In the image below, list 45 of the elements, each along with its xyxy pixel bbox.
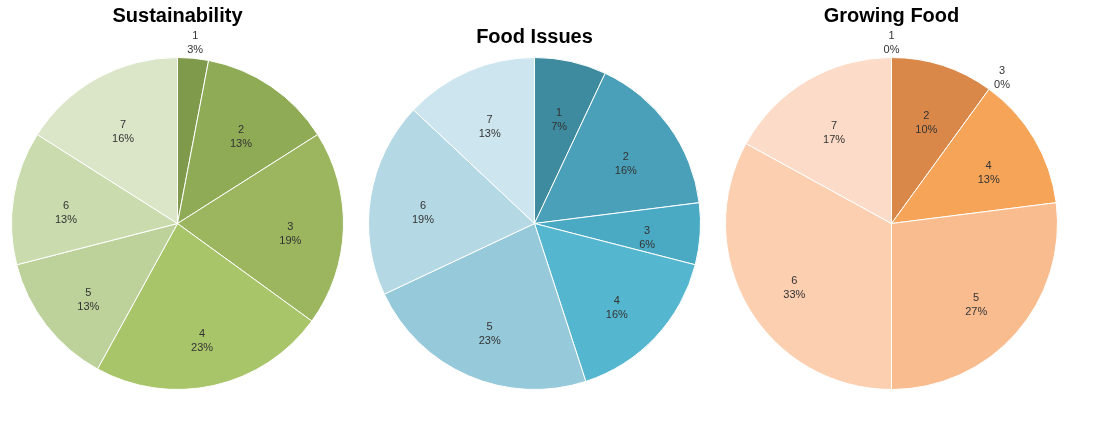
data-label: 33% [783,287,806,300]
data-label: 13% [977,173,1000,186]
slice-label: 5 [973,291,980,304]
data-label: 6% [639,237,656,250]
data-label: 19% [411,212,435,225]
data-label: 16% [112,131,135,144]
slice-label: 4 [985,159,992,172]
data-label: 23% [191,340,214,353]
slice-label: 4 [199,326,206,339]
slice-label: 6 [419,198,427,211]
chart-title: Food Issues [476,25,593,47]
chart-title: Sustainability [112,4,244,27]
category-label: 3 [998,64,1006,77]
slice-label: 6 [62,198,70,211]
slice-label: 1 [556,106,563,119]
data-label: 19% [279,234,302,247]
slice-label: 5 [486,320,493,333]
slice-label: 6 [791,273,798,286]
text: 0% [994,78,1010,91]
data-label: 13% [77,299,100,312]
data-label: 16% [605,307,629,320]
data-label: 13% [54,212,78,225]
slice-label: 7 [830,119,838,132]
data-label: 17% [823,133,846,146]
text: 0% [883,42,900,55]
slice-label: 5 [85,285,92,298]
slice-label: 3 [287,220,294,233]
slice-label: 2 [237,123,245,136]
category-label: 1 [888,28,895,41]
data-label: 13% [229,137,253,150]
slice-label: 2 [622,150,629,163]
slice-label: 3 [644,223,651,236]
chart-title: Growing Food [823,3,960,26]
data-label: 23% [478,334,501,347]
slice-label: 7 [486,112,493,125]
slice-label: 2 [923,109,930,122]
slice-label: 7 [120,117,127,130]
data-label: 7% [551,120,568,133]
data-label: 3% [187,43,204,56]
data-label: 27% [965,305,988,318]
slice-label: 1 [192,29,199,42]
data-label: 16% [614,164,638,177]
data-label: 10% [915,123,938,136]
slice-label: 4 [613,293,620,306]
data-label: 13% [478,126,501,139]
